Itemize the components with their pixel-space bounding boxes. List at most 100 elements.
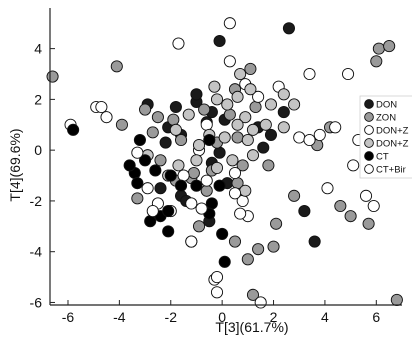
data-point <box>228 187 242 200</box>
x-tick-label: -4 <box>113 309 126 325</box>
data-point <box>303 67 316 81</box>
data-point <box>254 296 267 309</box>
data-point <box>139 154 152 167</box>
data-point <box>195 202 208 215</box>
data-point <box>131 177 144 190</box>
legend-label: DON+Z <box>376 126 409 137</box>
data-point <box>347 159 360 172</box>
axes <box>49 8 402 306</box>
data-point <box>185 197 198 210</box>
data-point <box>252 90 265 103</box>
data-point <box>277 88 290 101</box>
data-point <box>288 98 301 111</box>
data-point <box>367 199 380 213</box>
data-point <box>313 128 326 141</box>
data-point <box>115 118 128 131</box>
data-point <box>231 131 244 144</box>
data-point <box>241 133 254 147</box>
data-point <box>246 149 260 162</box>
data-point <box>133 133 146 147</box>
data-point <box>146 126 159 139</box>
x-tick-label: 4 <box>321 309 329 325</box>
x-tick-label: 2 <box>270 309 278 325</box>
data-point <box>100 111 113 124</box>
data-point <box>303 133 316 147</box>
data-point <box>223 55 236 68</box>
data-point <box>218 255 231 268</box>
points-layer <box>46 17 403 309</box>
data-point <box>46 70 59 83</box>
data-point <box>208 80 221 93</box>
data-point <box>223 17 236 30</box>
data-point <box>200 184 213 197</box>
x-axis-label: T[3](61.7%) <box>215 319 288 335</box>
data-point <box>370 55 383 68</box>
legend-marker <box>364 164 374 174</box>
legend: DON ZON DON+Z DON+Z CT CT+Bir <box>359 95 412 179</box>
data-point <box>213 146 226 159</box>
data-point <box>174 179 188 192</box>
legend-label: CT+Bir <box>376 165 406 176</box>
data-point <box>162 205 175 218</box>
data-point <box>210 93 224 106</box>
data-point <box>200 174 213 187</box>
data-point <box>228 235 242 248</box>
legend-marker <box>364 138 374 148</box>
y-tick-label: -2 <box>30 193 43 209</box>
data-point <box>234 67 247 81</box>
data-point <box>383 40 396 53</box>
y-tick-label: 0 <box>34 142 42 158</box>
data-point <box>218 131 231 144</box>
data-point <box>259 118 272 131</box>
data-point <box>177 169 190 182</box>
data-point <box>244 83 257 96</box>
data-point <box>67 123 80 136</box>
legend-label: CT <box>376 152 389 163</box>
data-point <box>203 133 216 147</box>
data-point <box>210 161 224 174</box>
data-point <box>298 205 311 218</box>
data-point <box>221 98 234 111</box>
data-point <box>164 169 177 182</box>
data-point <box>239 184 252 197</box>
data-point <box>236 159 249 172</box>
x-tick-label: -6 <box>62 309 75 325</box>
data-point <box>139 103 152 116</box>
data-point <box>390 293 403 306</box>
legend-marker <box>364 125 374 135</box>
data-point <box>344 210 357 223</box>
data-point <box>172 37 185 50</box>
data-point <box>167 113 180 126</box>
data-point <box>210 286 224 299</box>
data-point <box>172 159 185 172</box>
data-point <box>329 121 342 134</box>
data-point <box>95 100 108 114</box>
data-point <box>144 215 157 228</box>
data-point <box>252 243 265 256</box>
data-point <box>362 217 375 230</box>
data-point <box>231 90 244 103</box>
data-point <box>213 34 226 48</box>
data-point <box>149 164 162 177</box>
data-point <box>154 182 167 195</box>
series-ct <box>67 123 231 268</box>
data-point <box>192 139 206 152</box>
data-point <box>198 103 211 116</box>
data-point <box>257 141 270 154</box>
legend-marker <box>364 151 374 161</box>
legend-label: ZON <box>376 113 396 124</box>
legend-marker <box>364 99 374 109</box>
data-point <box>190 88 203 101</box>
x-tick-label: 6 <box>372 309 380 325</box>
data-point <box>264 98 278 111</box>
data-point <box>110 60 123 73</box>
data-point <box>216 227 229 240</box>
data-point <box>277 121 290 134</box>
y-axis-label: T[4](69.6%) <box>7 128 23 201</box>
data-point <box>210 271 224 284</box>
data-point <box>293 131 306 144</box>
data-point <box>308 235 321 248</box>
data-point <box>174 133 188 147</box>
data-point <box>267 240 280 253</box>
